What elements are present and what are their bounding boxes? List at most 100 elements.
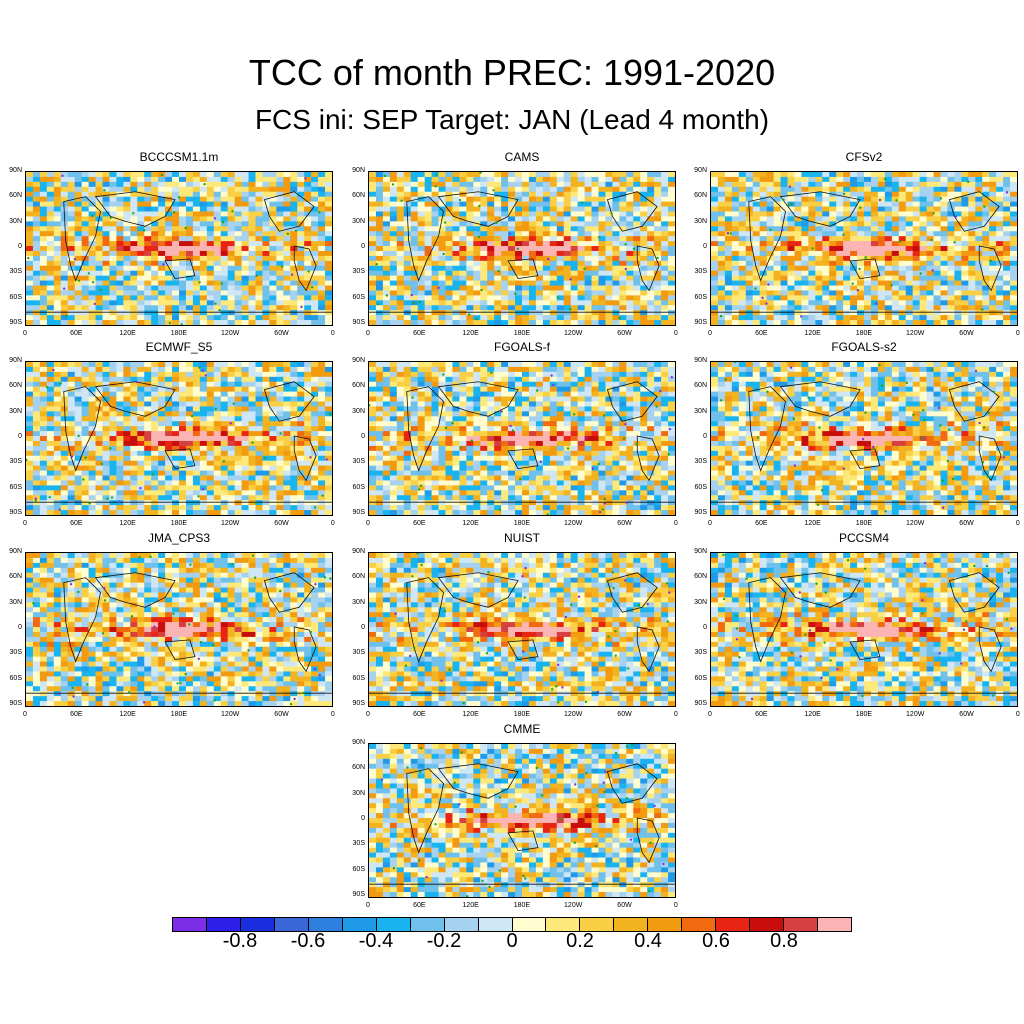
map-cell [39, 172, 48, 178]
map-cell [891, 320, 900, 325]
map-cell [912, 280, 921, 287]
map-cell [95, 371, 103, 378]
map-cell [26, 226, 34, 232]
map-cell [144, 231, 152, 237]
map-cell [766, 260, 775, 267]
map-cell [304, 371, 312, 378]
map-cell [81, 265, 90, 272]
map-cell [369, 221, 377, 227]
map-cell [898, 310, 907, 316]
map-cell [1010, 241, 1017, 247]
map-cell [255, 201, 263, 208]
map-cell [311, 436, 319, 442]
map-cell [26, 300, 34, 306]
map-cell [290, 265, 298, 272]
map-cell [612, 191, 620, 198]
map-cell [711, 300, 719, 306]
map-cell [891, 295, 900, 301]
map-cell [473, 226, 481, 232]
map-cell [172, 236, 180, 242]
map-cell [424, 231, 433, 237]
map-cell [389, 211, 398, 217]
map-cell [745, 320, 754, 325]
map-cell [612, 275, 620, 282]
map-cell [192, 411, 201, 417]
map-cell [501, 226, 509, 232]
map-cell [276, 381, 284, 388]
map-cell [199, 221, 208, 227]
map-cell [891, 260, 900, 267]
map-cell [88, 386, 97, 393]
map-cell [438, 265, 446, 272]
map-cell [46, 436, 55, 442]
map-cell [857, 201, 865, 208]
map-cell [262, 255, 270, 262]
map-cell [877, 315, 886, 321]
map-cell [297, 376, 305, 383]
map-cell [269, 386, 277, 393]
map-cell [898, 206, 907, 212]
map-cell [759, 196, 768, 203]
map-cell [74, 406, 83, 412]
significance-dot [177, 196, 181, 199]
map-cell [752, 201, 761, 208]
map-cell [570, 181, 579, 188]
map-cell [822, 191, 830, 198]
map-cell [417, 206, 426, 212]
map-cell [109, 396, 117, 402]
map-cell [731, 305, 740, 311]
map-cell [745, 186, 754, 193]
map-cell [255, 381, 263, 388]
map-cell [745, 300, 754, 306]
map-cell [668, 295, 675, 301]
map-cell [452, 236, 460, 242]
map-cell [88, 211, 97, 217]
map-cell [102, 176, 110, 183]
map-cell [318, 376, 326, 383]
map-cell [213, 191, 222, 198]
map-cell [382, 216, 391, 222]
map-cell [1010, 226, 1017, 232]
map-cell [311, 386, 319, 393]
map-cell [151, 421, 159, 427]
map-cell [508, 265, 516, 272]
map-cell [801, 206, 809, 212]
map-cell [241, 216, 250, 222]
significance-dot [497, 269, 500, 273]
map-cell [494, 295, 502, 301]
map-cell [598, 290, 606, 296]
map-cell [1010, 176, 1017, 183]
map-cell [297, 206, 305, 212]
map-cell [248, 275, 256, 282]
map-cell [158, 216, 166, 222]
map-cell [975, 206, 983, 212]
map-cell [26, 191, 34, 198]
latitude-label: 60S [694, 293, 707, 301]
map-cell [32, 436, 41, 442]
map-cell [276, 436, 284, 442]
map-cell [172, 371, 180, 378]
map-cell [640, 246, 648, 252]
panel-title: ECMWF_S5 [145, 340, 213, 354]
map-cell [996, 250, 1004, 257]
map-cell [459, 290, 467, 296]
map-cell [410, 201, 419, 208]
map-cell [926, 211, 935, 217]
map-cell [403, 270, 412, 277]
map-cell [53, 416, 62, 422]
map-cell [668, 216, 675, 222]
map-cell [192, 191, 201, 198]
map-cell [612, 290, 620, 296]
map-cell [445, 196, 453, 203]
map-cell [647, 290, 655, 296]
map-cell [269, 371, 277, 378]
map-cell [891, 226, 900, 232]
map-cell [522, 246, 530, 252]
map-cell [822, 315, 830, 321]
map-cell [172, 260, 180, 267]
map-cell [494, 320, 502, 325]
map-cell [151, 186, 159, 193]
map-svg [711, 172, 1017, 325]
map-cell [933, 172, 941, 178]
map-cell [738, 226, 747, 232]
